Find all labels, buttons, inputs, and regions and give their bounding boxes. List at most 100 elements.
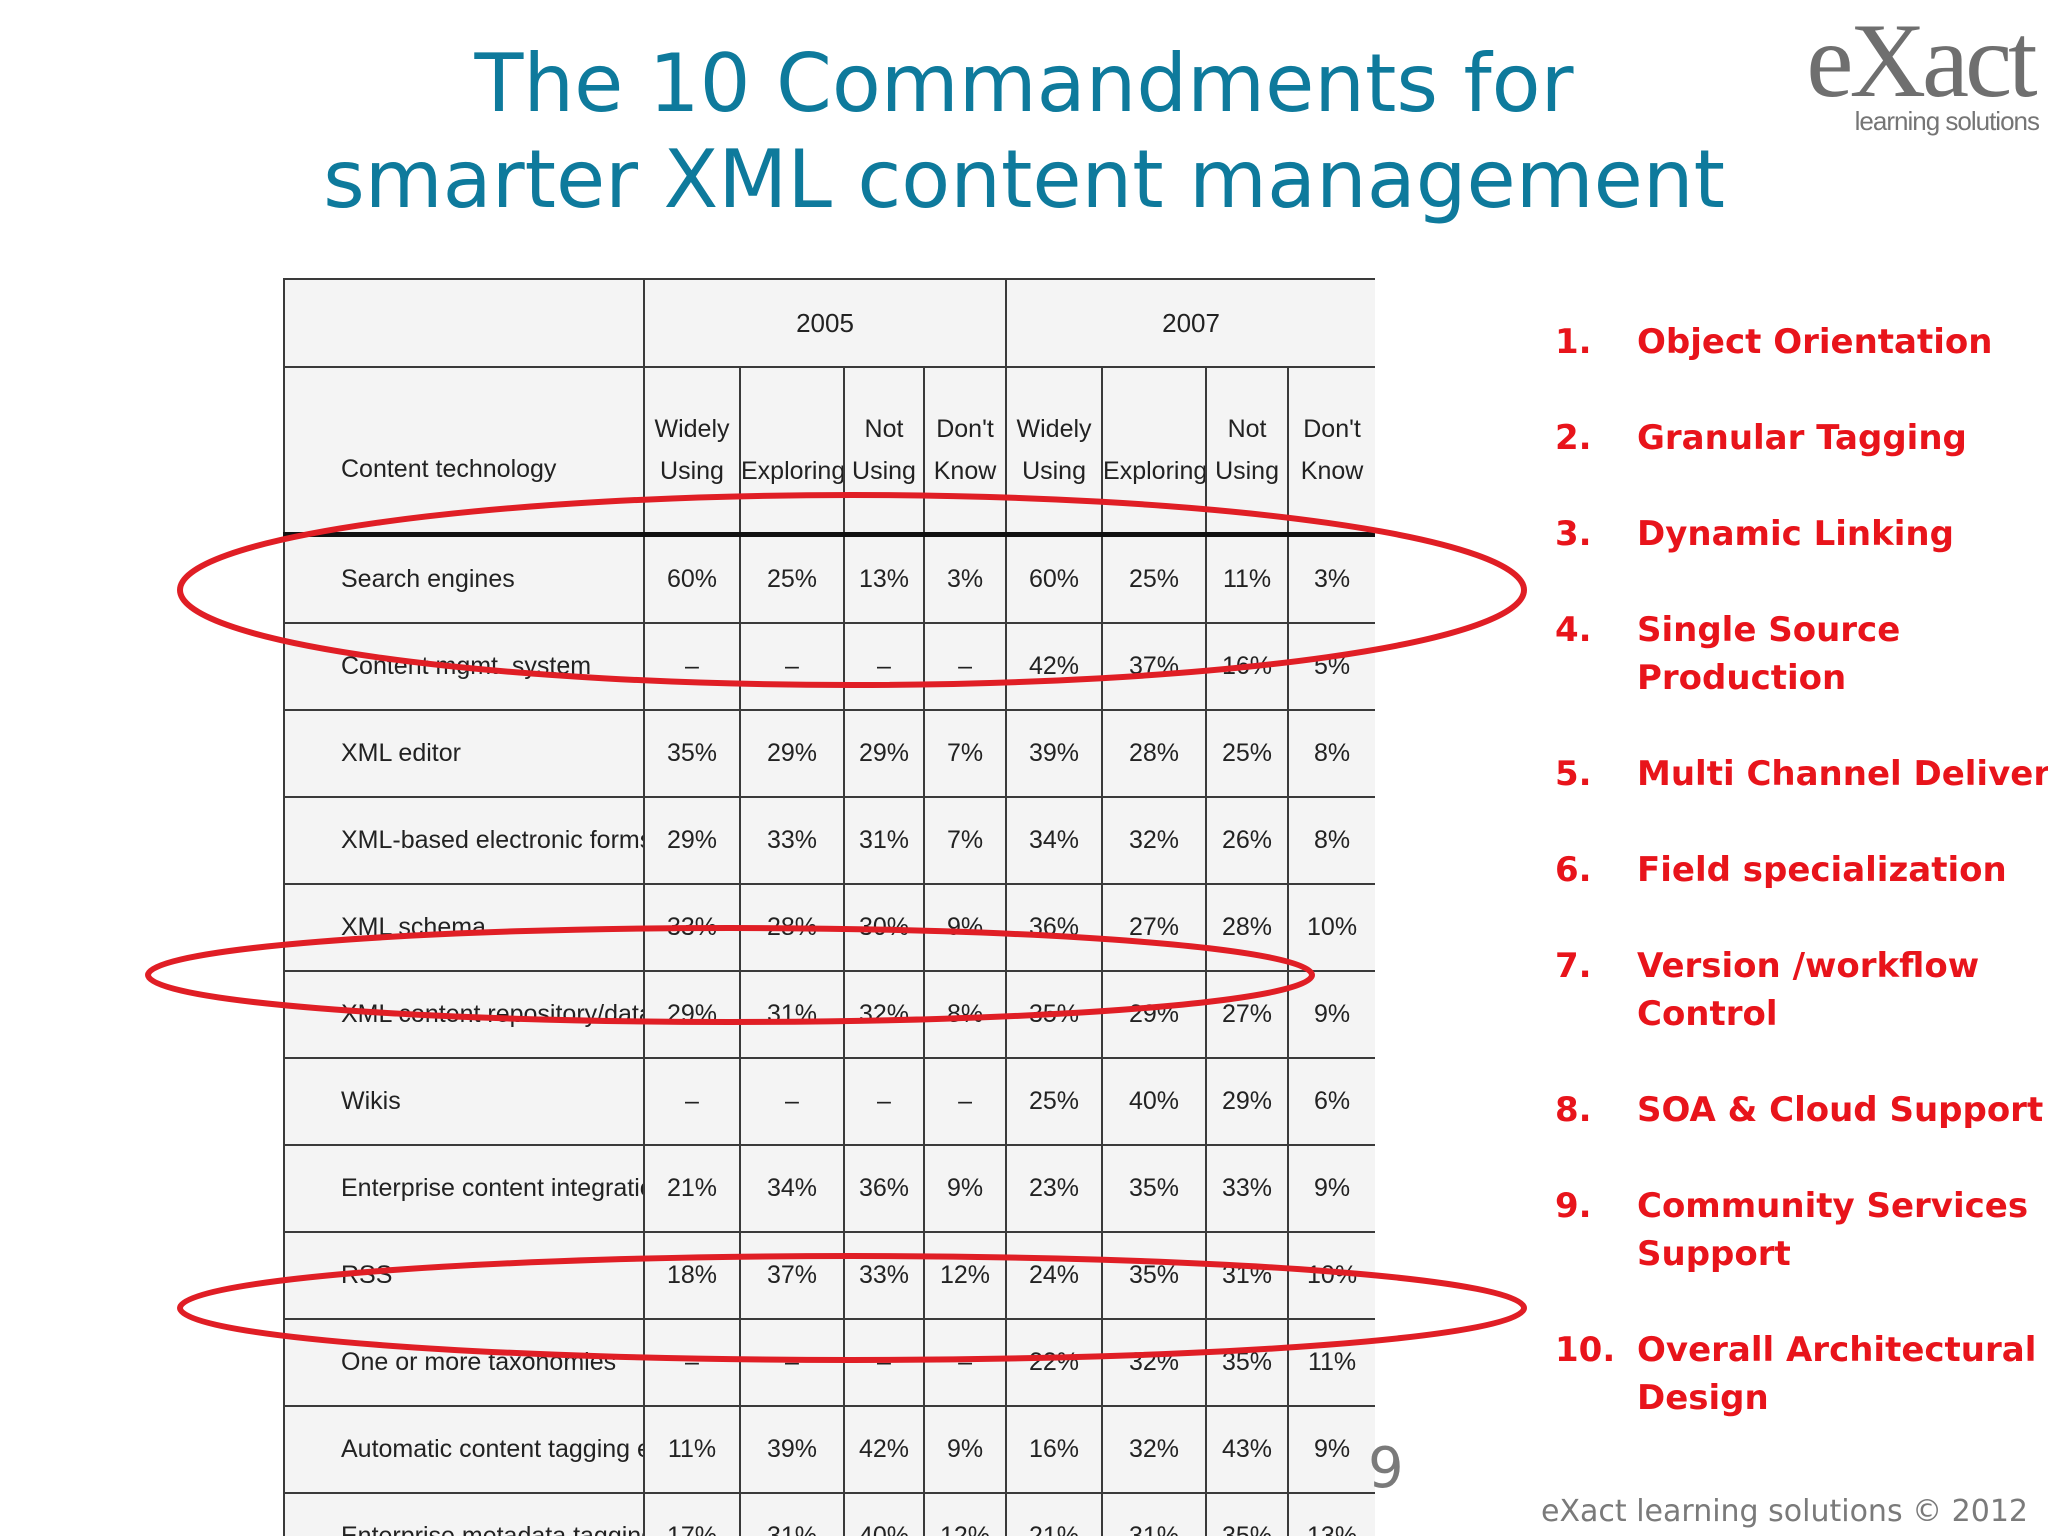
table-row: Content mgmt. system – – – –42% 37% 16% 5% — [283, 622, 1375, 711]
commandment-text: Dynamic Linking — [1637, 510, 2045, 558]
commandment-text-line: SOA & Cloud Support — [1637, 1090, 2044, 1130]
percentage-cell: 60% — [1005, 532, 1104, 624]
percentage-cell: 42% — [1005, 622, 1104, 711]
percentage-cell: 11% — [1205, 532, 1290, 624]
percentage-cell: – — [922, 1318, 1008, 1407]
column-header-line: Using — [1215, 457, 1279, 485]
percentage-cell: 11% — [643, 1405, 741, 1494]
commandment-number: 10. — [1555, 1330, 1616, 1370]
percentage-cell: 35% — [643, 709, 741, 798]
percentage-cell: 7% — [922, 709, 1008, 798]
commandment-text-line: Overall Architectural — [1637, 1330, 2037, 1370]
percentage-cell: 32% — [843, 970, 925, 1059]
commandment-item: 3. Dynamic Linking — [1555, 510, 2045, 558]
commandment-text-line: Support — [1637, 1234, 1791, 1274]
commandment-text: Version /workflow Control — [1637, 942, 2045, 1038]
percentage-cell: 32% — [1101, 1405, 1208, 1494]
technology-name-cell: One or more taxonomies — [283, 1318, 645, 1407]
commandment-text-line: Granular Tagging — [1637, 418, 1967, 458]
column-header: Not Using — [843, 366, 925, 536]
percentage-cell: 29% — [643, 970, 741, 1059]
percentage-cell: 3% — [1287, 532, 1375, 624]
percentage-cell: – — [843, 1318, 925, 1407]
exact-logo: eXact learning solutions — [1795, 2, 2045, 137]
percentage-cell: 21% — [1005, 1492, 1104, 1536]
commandment-text-line: Field specialization — [1637, 850, 2007, 890]
percentage-cell: 11% — [1287, 1318, 1375, 1407]
percentage-cell: 31% — [1205, 1231, 1290, 1320]
percentage-cell: 13% — [843, 532, 925, 624]
percentage-cell: 39% — [1005, 709, 1104, 798]
percentage-cell: 31% — [843, 796, 925, 885]
table-corner-cell — [283, 278, 645, 368]
column-header: Not Using — [1205, 366, 1290, 536]
commandment-item: 6. Field specialization — [1555, 846, 2045, 894]
percentage-cell: 30% — [843, 883, 925, 972]
percentage-cell: 28% — [1205, 883, 1290, 972]
column-header-line: Exploring — [741, 457, 844, 485]
technology-name-cell: Enterprise metadata tagging — [283, 1492, 645, 1536]
percentage-cell: 31% — [739, 970, 845, 1059]
commandment-item: 8. SOA & Cloud Support — [1555, 1086, 2045, 1134]
percentage-cell: – — [843, 1057, 925, 1146]
percentage-cell: 12% — [922, 1231, 1008, 1320]
table-row: Automatic content tagging engine11%39%42… — [283, 1405, 1375, 1494]
percentage-cell: 36% — [843, 1144, 925, 1233]
percentage-cell: 35% — [1101, 1231, 1208, 1320]
percentage-cell: 8% — [1287, 709, 1375, 798]
column-header-line: Don't — [936, 415, 994, 443]
commandment-item: 9. Community Services Support — [1555, 1182, 2045, 1278]
commandment-text-line: Production — [1637, 658, 1847, 698]
percentage-cell: 29% — [643, 796, 741, 885]
percentage-cell: 25% — [1005, 1057, 1104, 1146]
column-header: Exploring — [739, 366, 845, 536]
percentage-cell: 31% — [1101, 1492, 1208, 1536]
column-header: Don't Know — [1287, 366, 1375, 536]
technology-name-cell: XML content repository/database — [283, 970, 645, 1059]
technology-name-cell: XML-based electronic forms — [283, 796, 645, 885]
percentage-cell: 42% — [843, 1405, 925, 1494]
percentage-cell: – — [922, 622, 1008, 711]
technology-name-cell: Wikis — [283, 1057, 645, 1146]
percentage-cell: 12% — [922, 1492, 1008, 1536]
logo-wordmark: eXact — [1806, 2, 2037, 119]
content-technology-header: Content technology — [283, 366, 645, 536]
column-header-line: Not — [864, 415, 904, 443]
column-header-line — [742, 408, 842, 450]
commandment-item: 1. Object Orientation — [1555, 318, 2045, 366]
commandment-item: 10. Overall Architectural Design — [1555, 1326, 2045, 1422]
percentage-cell: 13% — [1287, 1492, 1375, 1536]
column-header-line: Using — [852, 457, 916, 485]
percentage-cell: 33% — [739, 796, 845, 885]
percentage-cell: – — [739, 1057, 845, 1146]
percentage-cell: 33% — [1205, 1144, 1290, 1233]
percentage-cell: 25% — [1205, 709, 1290, 798]
percentage-cell: 3% — [922, 532, 1008, 624]
survey-table-container: 2005 2007 Content technology Widely Using Ex… — [283, 278, 1375, 1536]
percentage-cell: 33% — [643, 883, 741, 972]
technology-name-cell: Content mgmt. system — [283, 622, 645, 711]
percentage-cell: 16% — [1205, 622, 1290, 711]
column-header: Widely Using — [643, 366, 741, 536]
commandment-text: Multi Channel Delivery — [1637, 750, 2048, 798]
percentage-cell: 36% — [1005, 883, 1104, 972]
percentage-cell: 37% — [1101, 622, 1208, 711]
percentage-cell: 23% — [1005, 1144, 1104, 1233]
percentage-cell: 35% — [1005, 970, 1104, 1059]
percentage-cell: 8% — [922, 970, 1008, 1059]
commandment-number: 1. — [1555, 322, 1592, 362]
percentage-cell: – — [643, 1057, 741, 1146]
commandment-text-line: Object Orientation — [1637, 322, 1993, 362]
column-header-line: Don't — [1303, 415, 1361, 443]
commandment-number: 3. — [1555, 514, 1592, 554]
percentage-cell: 9% — [922, 1144, 1008, 1233]
percentage-cell: – — [739, 1318, 845, 1407]
percentage-cell: 27% — [1205, 970, 1290, 1059]
percentage-cell: 40% — [843, 1492, 925, 1536]
percentage-cell: 43% — [1205, 1405, 1290, 1494]
technology-name-cell: Search engines — [283, 532, 645, 624]
table-row: Enterprise content integration 21% 34% 36% 9… — [283, 1144, 1375, 1233]
percentage-cell: 31% — [739, 1492, 845, 1536]
table-header-row: Content technology Widely Using Exploring N… — [283, 366, 1375, 536]
table-year-row: 2005 2007 — [283, 278, 1375, 368]
